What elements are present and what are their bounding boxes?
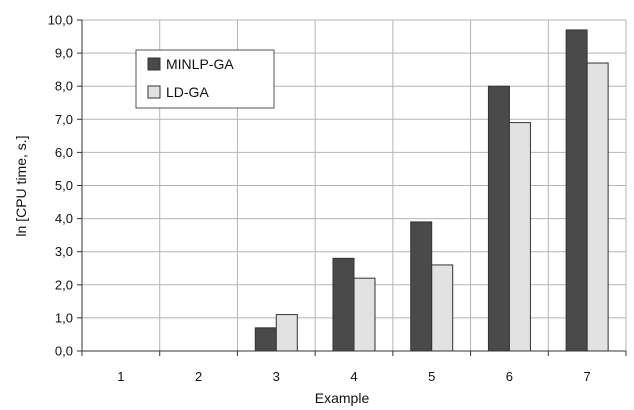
legend-label-minlp-ga: MINLP-GA [166,56,234,72]
y-tick-label: 3,0 [55,244,73,259]
legend: MINLP-GA LD-GA [135,49,275,109]
y-tick-label: 8,0 [55,79,73,94]
x-tick-label: 6 [506,369,513,384]
bar-minlp-ga-4 [332,257,355,352]
bar-ld-ga-3 [275,314,298,352]
bar-ld-ga-5 [431,264,454,352]
bars [254,29,609,352]
y-tick-labels: 0,0 1,0 2,0 3,0 4,0 5,0 6,0 7,0 8,0 9,0 10,0 [48,13,73,359]
bar-ld-ga-6 [508,122,531,352]
y-tick-label: 5,0 [55,178,73,193]
bar-minlp-ga-6 [487,85,510,352]
x-tick-label: 3 [273,369,280,384]
x-tick-label: 4 [350,369,357,384]
y-tick-label: 7,0 [55,112,73,127]
y-tick-label: 9,0 [55,46,73,61]
legend-label-ld-ga: LD-GA [166,84,209,100]
bar-minlp-ga-3 [254,327,277,352]
bar-ld-ga-4 [353,277,376,352]
bar-ld-ga-7 [586,62,609,352]
axes [77,19,627,356]
y-tick-label: 10,0 [48,13,73,28]
y-tick-label: 0,0 [55,344,73,359]
x-tick-label: 5 [428,369,435,384]
y-axis-title: ln [CPU time, s.] [13,135,29,236]
y-tick-label: 1,0 [55,310,73,325]
x-axis-title: Example [315,390,370,406]
bar-minlp-ga-5 [410,221,433,352]
y-tick-label: 2,0 [55,277,73,292]
x-tick-labels: 1 2 3 4 5 6 7 [117,369,591,384]
y-tick-label: 4,0 [55,211,73,226]
x-tick-label: 7 [584,369,591,384]
legend-swatch-ld-ga [147,85,161,99]
legend-swatch-minlp-ga [147,57,161,71]
bar-minlp-ga-7 [565,29,588,352]
x-tick-label: 2 [195,369,202,384]
y-tick-label: 6,0 [55,145,73,160]
x-tick-label: 1 [117,369,124,384]
